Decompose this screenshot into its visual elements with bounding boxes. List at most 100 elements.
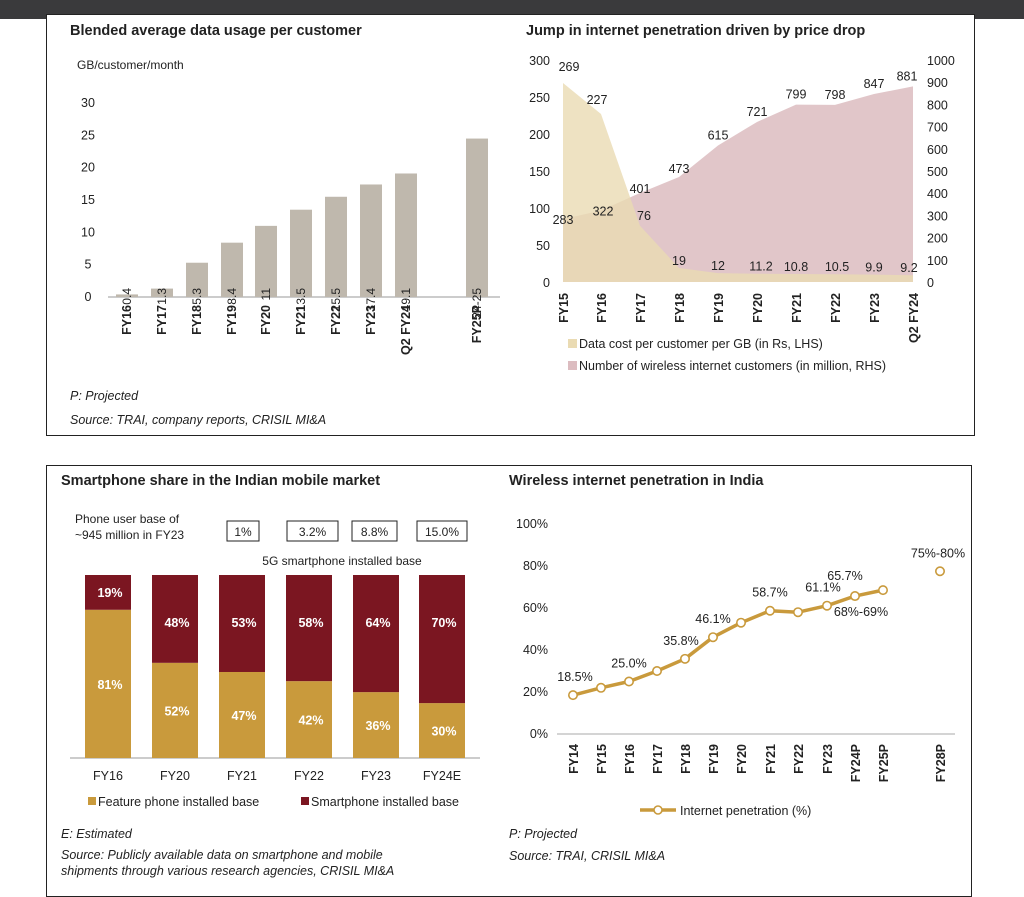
chart4-point: [792, 607, 803, 618]
chart1-bar: [151, 288, 173, 297]
chart3-bar-feature: [286, 681, 332, 758]
chart1-bar-label: 13.5: [294, 288, 308, 312]
chart1-category-label: FY17: [155, 305, 169, 335]
chart1-bar-label: 24-25: [470, 288, 484, 319]
chart2-category-label: FY22: [829, 293, 843, 323]
chart1-bar-label: 5.3: [190, 288, 204, 305]
chart1-bar: [360, 184, 382, 297]
chart4-category-label: FY24P: [849, 744, 863, 782]
chart2-customers-label: 847: [864, 77, 885, 91]
chart2-ytick-right: 1000: [927, 54, 955, 68]
chart4-point: [877, 585, 888, 596]
chart1-category-label: FY22: [329, 305, 343, 335]
chart1-ytick: 10: [81, 225, 95, 239]
chart2-ytick-right: 100: [927, 254, 948, 268]
chart4-legend-label: Internet penetration (%): [680, 804, 811, 818]
chart1-note-source: Source: TRAI, company reports, CRISIL MI…: [70, 413, 326, 427]
chart3-legend-swatch-feature: [88, 797, 96, 805]
chart3-bar-feature: [419, 703, 465, 758]
chart3-bar-feature: [353, 692, 399, 758]
chart3-bar-smartphone: [353, 575, 399, 693]
chart4-point: [707, 632, 718, 643]
chart3-feature-label: 30%: [431, 725, 456, 739]
chart1-category-label: FY18: [190, 305, 204, 335]
chart1-bar-label: 8.4: [225, 288, 239, 305]
chart3-5g-box-label: 8.8%: [361, 525, 389, 539]
chart1-bar: [290, 209, 312, 297]
chart2-customers-label: 283: [553, 213, 574, 227]
chart4-category-label: FY17: [651, 744, 665, 774]
chart4-point: [821, 600, 832, 611]
chart2-ytick-right: 400: [927, 187, 948, 201]
chart4-ytick: 60%: [523, 601, 548, 615]
chart2-customers-label: 401: [630, 182, 651, 196]
chart3-feature-label: 81%: [97, 678, 122, 692]
chart2-ytick-right: 500: [927, 165, 948, 179]
chart2-category-label: FY15: [557, 293, 571, 323]
chart4-point: [934, 566, 945, 577]
chart2-ytick-left: 0: [543, 276, 550, 290]
chart4-point: [623, 676, 634, 687]
chart2-category-label: FY18: [673, 293, 687, 323]
chart2-datacost-label: 76: [637, 209, 651, 223]
chart2-legend-datacost: Data cost per customer per GB (in Rs, LH…: [579, 337, 823, 351]
chart1-category-label: FY25P: [470, 305, 484, 343]
chart4-point: [567, 690, 578, 701]
chart4-data-label: 68%-69%: [834, 605, 888, 619]
chart4-ytick: 20%: [523, 685, 548, 699]
chart3-5g-box: [286, 520, 339, 542]
chart4-ytick: 80%: [523, 559, 548, 573]
chart2-customers-label: 881: [897, 69, 918, 83]
chart2-area-customers: [563, 86, 913, 282]
chart2-ytick-left: 250: [529, 91, 550, 105]
chart4-category-label: FY21: [764, 744, 778, 774]
chart4-data-label: 18.5%: [557, 670, 592, 684]
chart3-5g-box-label: 15.0%: [425, 525, 459, 539]
chart1-bar-label: 15.5: [329, 288, 343, 312]
chart4-ytick: 0%: [530, 727, 548, 741]
chart4-note-projected: P: Projected: [509, 827, 578, 841]
chart3-category-label: FY24E: [423, 769, 461, 783]
chart3-feature-label: 47%: [231, 709, 256, 723]
chart2-datacost-label: 11.2: [749, 260, 772, 274]
chart2-customers-label: 798: [825, 88, 846, 102]
chart2-datacost-label: 9.9: [865, 261, 882, 275]
chart1-ytick: 30: [81, 96, 95, 110]
chart1-bar-label: 1.3: [155, 288, 169, 305]
chart4-data-label: 61.1%: [805, 581, 840, 595]
chart2-ytick-left: 50: [536, 239, 550, 253]
chart4-category-label: FY22: [792, 744, 806, 774]
chart3-title: Smartphone share in the Indian mobile ma…: [61, 473, 380, 489]
chart3-category-label: FY21: [227, 769, 257, 783]
chart3-5g-box-label: 1%: [234, 525, 252, 539]
chart1-ylabel: GB/customer/month: [77, 58, 184, 72]
chart3-category-label: FY22: [294, 769, 324, 783]
chart4-title: Wireless internet penetration in India: [509, 473, 764, 489]
chart4-category-label: FY18: [679, 744, 693, 774]
chart1-category-label: FY16: [120, 305, 134, 335]
chart1-bar-label: 17.4: [364, 288, 378, 312]
chart1-category-label: FY21: [294, 305, 308, 335]
chart4-legend-marker: [653, 805, 663, 815]
chart3-base-note-line1: Phone user base of: [75, 512, 180, 526]
chart4-point: [595, 682, 606, 693]
chart2-category-label: FY19: [712, 293, 726, 323]
chart1-bar: [186, 262, 208, 297]
chart4-data-label: 25.0%: [611, 657, 646, 671]
chart2-category-label: FY21: [790, 293, 804, 323]
chart2-ytick-left: 150: [529, 165, 550, 179]
chart3-note-estimated: E: Estimated: [61, 827, 133, 841]
chart1-ytick: 5: [85, 258, 92, 272]
chart3-legend-feature: Feature phone installed base: [98, 795, 259, 809]
chart1-title: Blended average data usage per customer: [70, 23, 362, 39]
chart2-ytick-right: 800: [927, 98, 948, 112]
chart3-bar-smartphone: [85, 575, 131, 610]
chart4-data-label: 46.1%: [695, 612, 730, 626]
chart1-ytick: 15: [81, 193, 95, 207]
chart3-category-label: FY16: [93, 769, 123, 783]
chart4-category-label: FY15: [595, 744, 609, 774]
chart1-category-label: FY20: [259, 305, 273, 335]
chart2-customers-label: 615: [708, 128, 729, 142]
chart2-category-label: FY23: [868, 293, 882, 323]
